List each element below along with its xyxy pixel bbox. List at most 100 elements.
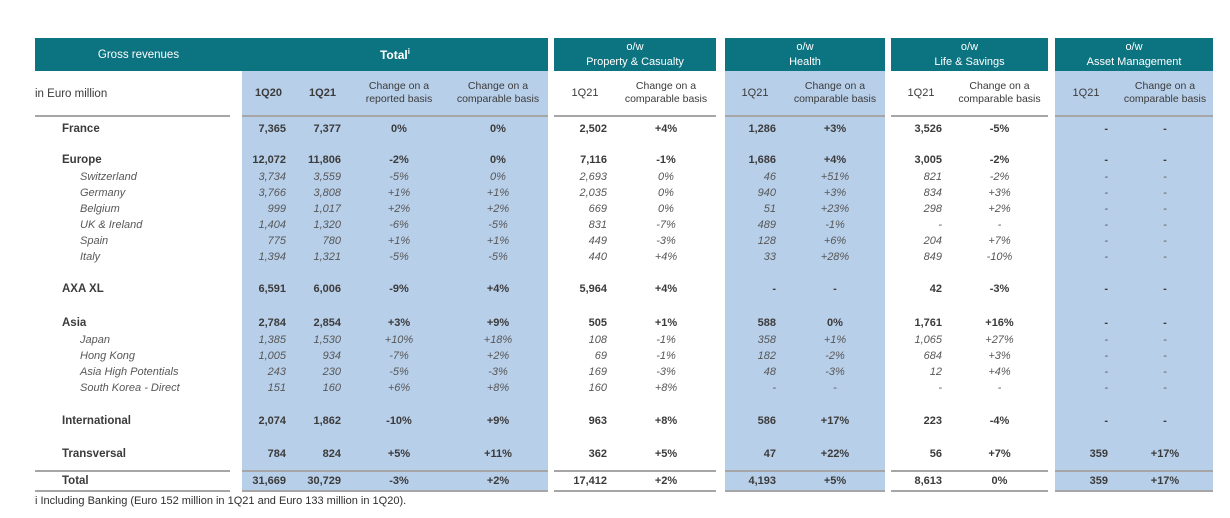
- cell-health-chg: -3%: [785, 364, 885, 380]
- spacer-cell: [725, 298, 785, 314]
- table-row: Transversal 784 824 +5% +11% 362 +5% 47 +22% 56 +7…: [35, 445, 1213, 463]
- cell-ls-chg: +3%: [988, 350, 1011, 362]
- row-label: Asia High Potentials: [80, 366, 179, 378]
- cell-health-1q21: 586: [725, 412, 785, 430]
- spacer-cell: [295, 396, 350, 412]
- cell-health-1q21: 182: [725, 348, 785, 364]
- table-header-band: Gross revenues Totali o/w Property & Casu…: [35, 38, 1213, 71]
- cell-ls-chg: +7%: [988, 448, 1011, 460]
- cell-am-1q21: -: [1055, 364, 1117, 380]
- cell-am-chg: -: [1117, 249, 1213, 265]
- group-title-top: o/w: [1125, 41, 1143, 54]
- column-gap: [716, 71, 725, 117]
- column-gap: [1048, 233, 1055, 249]
- header-gap: [716, 38, 725, 71]
- cell-health-1q21: 4,193: [725, 470, 785, 492]
- spacer-cell: [891, 298, 951, 314]
- col-header-health-chg: Change on a comparable basis: [785, 71, 885, 117]
- spacer-cell: [785, 298, 885, 314]
- cell-am-chg: -: [1117, 201, 1213, 217]
- column-gap: [716, 314, 725, 332]
- col-header-1q21: 1Q21: [295, 71, 350, 117]
- cell-chg-reported: -5%: [350, 364, 448, 380]
- cell-health-1q21: 128: [725, 233, 785, 249]
- cell-health-1q21: 588: [725, 314, 785, 332]
- cell-q20: 1,005: [242, 348, 295, 364]
- cell-am-1q21: -: [1055, 169, 1117, 185]
- column-gap: [716, 364, 725, 380]
- corner-label: Gross revenues: [97, 48, 180, 61]
- table-row: Germany 3,766 3,808 +1% +1% 2,035 0% 940 +3% 834 +…: [35, 185, 1213, 201]
- table-body: France 7,365 7,377 0% 0% 2,502 +4% 1,286 +3% 3,52…: [35, 117, 1213, 492]
- cell-health-chg: +17%: [785, 412, 885, 430]
- cell-am-1q21: -: [1055, 217, 1117, 233]
- cell-ls-1q21: 56: [929, 448, 942, 460]
- column-gap: [1048, 332, 1055, 348]
- cell-pc-chg: +4%: [654, 283, 678, 295]
- spacer-cell: [951, 141, 1048, 151]
- row-label: Asia: [62, 317, 87, 329]
- cell-am-1q21: -: [1055, 348, 1117, 364]
- cell-chg-reported: -5%: [350, 169, 448, 185]
- cell-health-1q21: 47: [725, 445, 785, 463]
- spacer-cell: [295, 430, 350, 445]
- spacer-cell: [554, 463, 616, 470]
- spacer-cell: [725, 141, 785, 151]
- cell-pc-1q21: 169: [588, 366, 607, 378]
- cell-q21: 1,321: [295, 249, 350, 265]
- spacer-row: [35, 463, 1213, 470]
- spacer-cell: [242, 396, 295, 412]
- cell-pc-1q21: 7,116: [580, 154, 607, 166]
- cell-ls-1q21: -: [938, 382, 942, 394]
- cell-health-chg: -1%: [785, 217, 885, 233]
- cell-pc-chg: +4%: [654, 123, 678, 135]
- spacer-cell: [616, 396, 716, 412]
- spacer-cell: [448, 430, 548, 445]
- spacer-cell: [1117, 141, 1213, 151]
- cell-chg-reported: +6%: [350, 380, 448, 396]
- unit-label: in Euro million: [35, 71, 242, 117]
- group-title: Health: [789, 55, 821, 68]
- row-label: AXA XL: [62, 283, 104, 295]
- column-gap: [1048, 71, 1055, 117]
- cell-pc-chg: +1%: [654, 317, 678, 329]
- cell-chg-comparable: -3%: [448, 364, 548, 380]
- column-gap: [716, 185, 725, 201]
- column-gap: [1048, 470, 1055, 492]
- cell-chg-comparable: -5%: [448, 249, 548, 265]
- spacer-cell: [951, 430, 1048, 445]
- column-gap: [716, 280, 725, 298]
- spacer-cell: [448, 298, 548, 314]
- table-row: Asia 2,784 2,854 +3% +9% 505 +1% 588 0% 1,761 +16%…: [35, 314, 1213, 332]
- cell-pc-chg: +8%: [654, 415, 678, 427]
- row-label: Japan: [80, 334, 110, 346]
- cell-am-1q21: -: [1055, 280, 1117, 298]
- row-label: France: [62, 123, 100, 135]
- column-gap: [716, 332, 725, 348]
- cell-pc-1q21: 17,412: [554, 470, 616, 492]
- cell-chg-reported: -6%: [350, 217, 448, 233]
- spacer-cell: [350, 396, 448, 412]
- cell-chg-comparable: +1%: [448, 185, 548, 201]
- footnote: i Including Banking (Euro 152 million in…: [35, 495, 407, 507]
- cell-ls-chg: +27%: [985, 334, 1014, 346]
- cell-q20: 784: [242, 445, 295, 463]
- spacer-cell: [1117, 463, 1213, 470]
- row-label: [35, 463, 242, 470]
- cell-q21: 3,808: [295, 185, 350, 201]
- cell-chg-reported: -9%: [350, 280, 448, 298]
- cell-chg-reported: -5%: [350, 249, 448, 265]
- cell-am-chg: -: [1117, 348, 1213, 364]
- column-gap: [716, 445, 725, 463]
- cell-chg-comparable: +8%: [448, 380, 548, 396]
- cell-pc-chg: +4%: [654, 251, 678, 263]
- col-header-chg-reported: Change on a reported basis: [350, 71, 448, 117]
- cell-q21: 824: [295, 445, 350, 463]
- cell-health-chg: +3%: [785, 117, 885, 141]
- row-label: [35, 396, 242, 412]
- group-title-top: o/w: [626, 41, 644, 54]
- column-gap: [716, 117, 725, 141]
- cell-health-chg: +1%: [785, 332, 885, 348]
- cell-ls-1q21: 3,005: [914, 154, 942, 166]
- column-gap: [1048, 380, 1055, 396]
